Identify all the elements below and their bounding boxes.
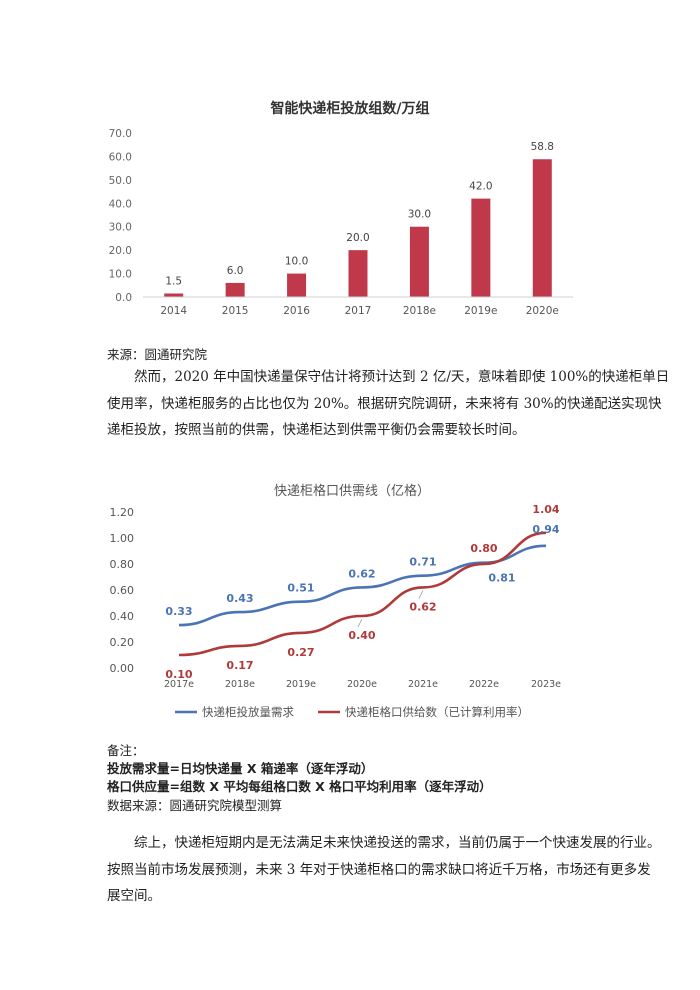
supply-data-label: 0.40	[348, 629, 375, 642]
y-tick-label: 50.0	[109, 175, 132, 187]
paragraph-line: 按照当前市场发展预测，未来 3 年对于快递柜格口的需求缺口将近千万格，市场还有更…	[107, 861, 651, 878]
paragraph-line: 综上，快递柜短期内是无法满足未来快递投送的需求，当前仍属于一个快速发展的行业。	[134, 835, 661, 851]
y-tick-label: 20.0	[109, 245, 132, 257]
x-tick-label: 2017e	[164, 679, 194, 690]
supply-data-label: 0.10	[165, 668, 192, 681]
x-tick-label: 2015	[222, 305, 249, 317]
y-tick-label: 10.0	[109, 269, 132, 281]
paragraph-line: 使用率，快递柜服务的占比也仅为 20%。根据研究院调研，未来将有 30%的快递配…	[107, 395, 662, 412]
y-tick-label: 60.0	[109, 151, 132, 163]
label-leader-line	[357, 618, 363, 628]
bar-value-label: 58.8	[531, 141, 554, 153]
demand-data-label: 0.81	[488, 572, 515, 585]
paragraph-line: 递柜投放，按照当前的供需，快递柜达到供需平衡仍会需要较长时间。	[107, 422, 526, 438]
chart-title: 快递柜格口供需线（亿格）	[274, 483, 430, 499]
x-tick-label: 2021e	[408, 679, 438, 690]
bar-chart-lockers: 智能快递柜投放组数/万组 0.0 10.0 20.0 30.0 40.0 50.0 60.0…	[109, 100, 573, 317]
x-tick-label: 2023e	[531, 679, 561, 690]
y-tick-label: 0.20	[110, 636, 135, 649]
paragraph-1: 然而，2020 年中国快递量保守估计将预计达到 2 亿/天，意味着即使 100%…	[107, 364, 670, 444]
y-tick-label: 0.60	[110, 584, 135, 597]
formula-demand: 投放需求量=日均快递量 X 箱递率（逐年浮动）	[107, 761, 374, 776]
supply-data-label: 0.80	[470, 542, 497, 555]
x-tick-label: 2020e	[526, 305, 559, 317]
chart-title: 智能快递柜投放组数/万组	[269, 100, 429, 117]
bar-value-label: 30.0	[408, 209, 431, 221]
x-tick-label: 2019e	[286, 679, 316, 690]
demand-data-label: 0.33	[165, 605, 192, 618]
demand-data-label: 0.43	[226, 592, 253, 605]
y-tick-label: 0.00	[110, 662, 135, 675]
paragraph-line: 展空间。	[107, 888, 161, 904]
paragraph-line: 然而，2020 年中国快递量保守估计将预计达到 2 亿/天，意味着即使 100%…	[134, 369, 670, 385]
y-tick-label: 30.0	[109, 222, 132, 234]
label-leader-line	[418, 590, 424, 599]
bar	[164, 293, 184, 297]
demand-line	[178, 544, 547, 627]
paragraph-2: 综上，快递柜短期内是无法满足未来快递投送的需求，当前仍属于一个快速发展的行业。 …	[107, 830, 661, 910]
x-tick-label: 2018e	[403, 305, 436, 317]
supply-data-label: 0.17	[226, 659, 253, 672]
bar	[225, 282, 245, 297]
supply-data-label: 0.27	[287, 646, 314, 659]
y-tick-label: 70.0	[109, 128, 132, 140]
bar	[348, 250, 368, 297]
formula-supply: 格口供应量=组数 X 平均每组格口数 X 格口平均利用率（逐年浮动）	[107, 779, 492, 794]
y-tick-label: 0.80	[110, 558, 135, 571]
bar-value-label: 42.0	[469, 181, 492, 193]
x-tick-label: 2014	[160, 305, 187, 317]
y-tick-label: 40.0	[109, 198, 132, 210]
y-tick-label: 0.0	[115, 292, 132, 304]
bar-value-label: 10.0	[285, 256, 308, 268]
x-tick-label: 2016	[283, 305, 310, 317]
bar-value-label: 6.0	[227, 265, 244, 277]
bar	[532, 159, 552, 297]
demand-data-label: 0.62	[348, 567, 375, 580]
notes-heading: 备注：	[107, 743, 145, 758]
x-tick-label: 2022e	[469, 679, 499, 690]
demand-data-label: 0.51	[287, 582, 314, 595]
bar	[471, 198, 491, 297]
y-tick-label: 1.00	[110, 532, 135, 545]
x-tick-label: 2018e	[225, 679, 255, 690]
legend-label: 快递柜格口供给数（已计算利用率）	[345, 705, 529, 719]
demand-data-label: 0.71	[409, 556, 436, 569]
bar	[287, 273, 307, 297]
supply-line	[178, 531, 547, 657]
bar-value-label: 20.0	[346, 232, 369, 244]
y-tick-label: 1.20	[110, 506, 135, 519]
legend-label: 快递柜投放量需求	[202, 705, 294, 719]
supply-data-label: 0.62	[409, 600, 436, 613]
x-tick-label: 2019e	[464, 305, 497, 317]
x-tick-label: 2017	[345, 305, 372, 317]
bar	[409, 226, 429, 297]
source-note-1: 来源：圆通研究院	[107, 347, 208, 362]
demand-data-label: 0.94	[532, 523, 559, 536]
x-tick-label: 2020e	[347, 679, 377, 690]
bar-value-label: 1.5	[165, 275, 182, 287]
y-tick-label: 0.40	[110, 610, 135, 623]
supply-data-label: 1.04	[532, 503, 559, 516]
source-note-2: 数据来源：圆通研究院模型测算	[107, 798, 283, 813]
